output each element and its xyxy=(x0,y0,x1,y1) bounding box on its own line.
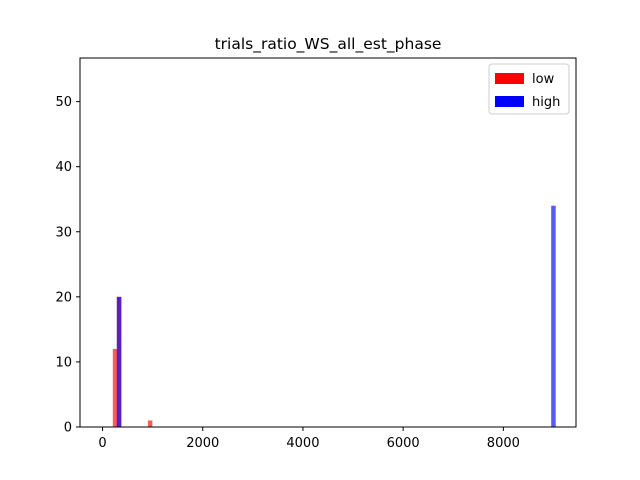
y-tick-label: 20 xyxy=(55,290,72,305)
y-tick-label: 40 xyxy=(55,160,72,175)
chart-title: trials_ratio_WS_all_est_phase xyxy=(215,35,442,54)
legend-label-low: low xyxy=(532,72,555,87)
legend-swatch-high xyxy=(495,96,524,107)
bar-high-0 xyxy=(116,296,122,427)
legend-swatch-low xyxy=(495,73,524,84)
x-tick-label: 8000 xyxy=(487,436,520,451)
y-tick-label: 10 xyxy=(55,355,72,370)
y-tick-label: 30 xyxy=(55,225,72,240)
y-axis-ticks: 0 10 20 30 40 50 xyxy=(55,95,80,436)
x-tick-label: 2000 xyxy=(186,436,219,451)
x-tick-label: 4000 xyxy=(286,436,319,451)
y-tick-label: 0 xyxy=(64,421,72,436)
x-tick-label: 0 xyxy=(98,436,106,451)
x-tick-label: 6000 xyxy=(387,436,420,451)
legend-label-high: high xyxy=(532,95,560,110)
bar-high-1 xyxy=(551,205,556,427)
y-tick-label: 50 xyxy=(55,95,72,110)
bars-layer xyxy=(112,205,556,427)
plot-frame xyxy=(79,57,577,428)
bar-low-2 xyxy=(147,420,153,427)
legend: low high xyxy=(488,63,570,115)
bar-low-0 xyxy=(112,348,118,427)
x-axis-ticks: 0 2000 4000 6000 8000 xyxy=(98,427,520,451)
